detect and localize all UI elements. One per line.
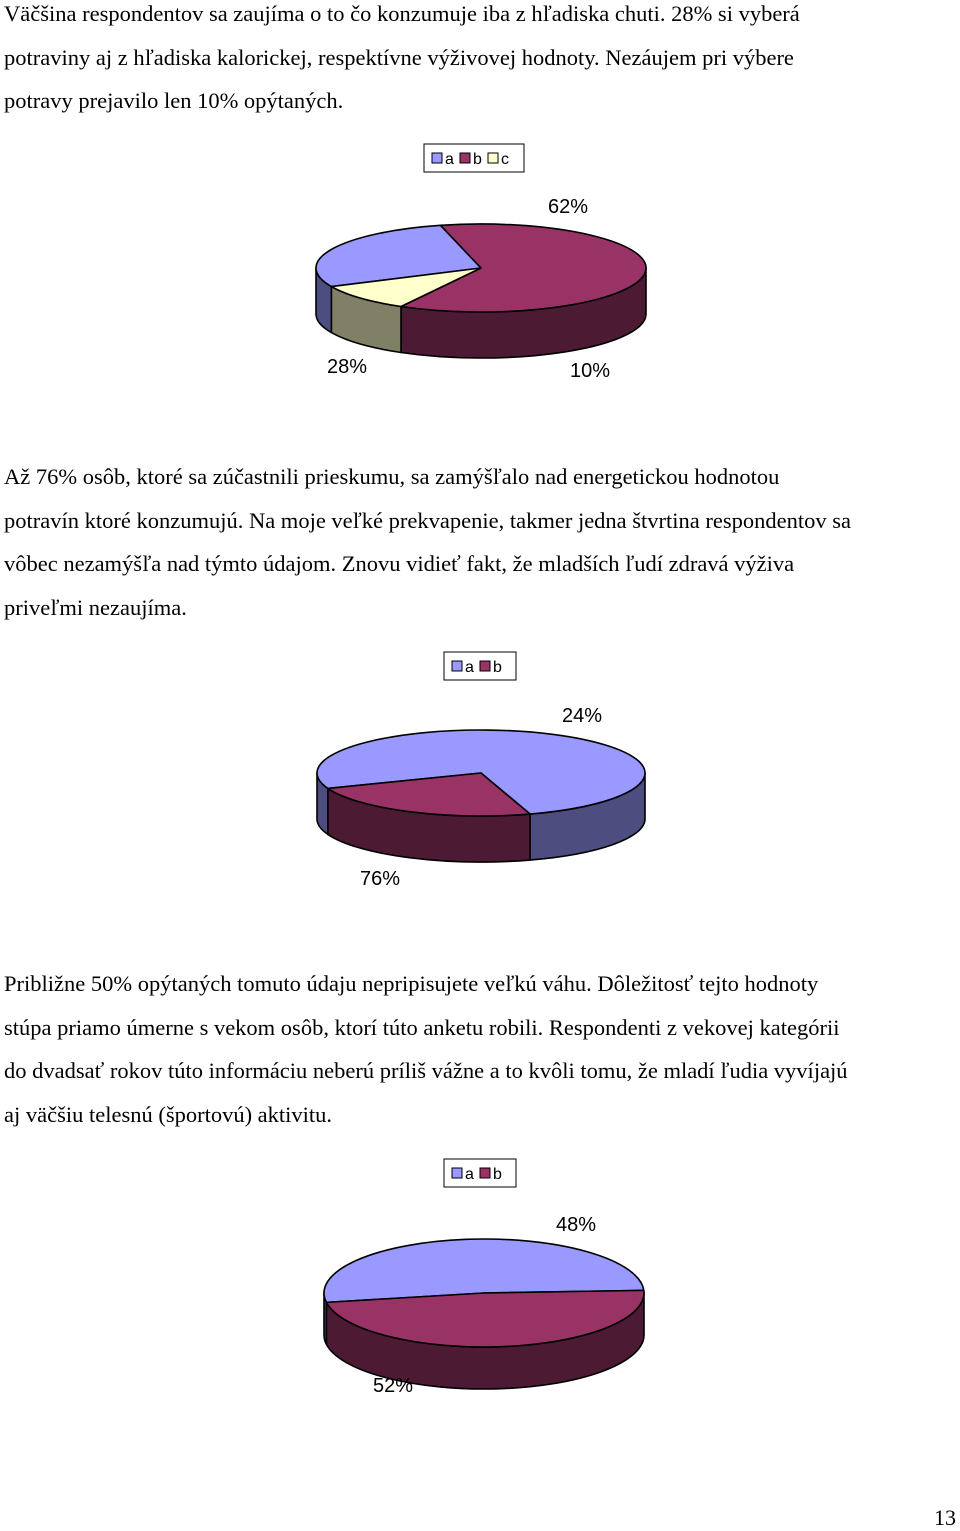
legend-swatch-a — [431, 152, 443, 164]
text-line: potraviny aj z hľadiska kalorickej, resp… — [4, 44, 794, 70]
pie-slice-a — [315, 224, 482, 288]
pie-slice-c — [330, 267, 482, 308]
legend-swatch-c — [487, 152, 499, 164]
text-line: priveľmi nezaujíma. — [4, 594, 187, 620]
pie-slice-b — [400, 223, 647, 313]
paragraph-2: Až 76% osôb, ktoré sa zúčastnili priesku… — [4, 455, 956, 629]
pie-slice-b — [327, 772, 531, 817]
pie-top — [315, 223, 647, 313]
text-line: do dvadsať rokov túto informáciu neberú … — [4, 1058, 848, 1083]
pie-slice-b — [325, 1289, 645, 1348]
pie-slice-a — [316, 729, 646, 815]
text-line: aj väčšiu telesnú (športovú) aktivitu. — [4, 1101, 333, 1127]
pie-chart-value-importance: 52%48%a b — [323, 1158, 645, 1397]
pie-top — [316, 729, 646, 817]
legend-label-b: b — [493, 1166, 502, 1183]
data-label-a: 76% — [360, 868, 400, 890]
text-line: potravy prejavilo len 10% opýtaných. — [4, 88, 344, 113]
data-label-a: 28% — [327, 356, 367, 378]
pie-slice-a — [323, 1238, 645, 1304]
legend-label-c: c — [501, 151, 509, 168]
legend-label-a: a — [465, 659, 474, 676]
pie-top — [323, 1238, 645, 1348]
data-label-a: 52% — [373, 1375, 413, 1397]
paragraph-3: Približne 50% opýtaných tomuto údaju nep… — [4, 962, 956, 1136]
text-line: Približne 50% opýtaných tomuto údaju nep… — [4, 971, 819, 996]
legend-swatch-a — [451, 660, 463, 672]
pie-chart-energy-value: 76%24%a b — [316, 651, 646, 890]
data-label-b: 24% — [562, 705, 602, 727]
data-label-c: 10% — [570, 360, 610, 382]
pie-chart-food-choice: 28% 62% 10% a b c — [315, 143, 647, 382]
text-line: vôbec nezamýšľa nad týmto údajom. Znovu … — [4, 551, 795, 576]
legend-swatch-b — [479, 660, 491, 672]
pie-sides — [315, 267, 647, 359]
legend-label-b: b — [493, 659, 502, 676]
legend: a b c — [423, 143, 525, 173]
text-line: Väčšina respondentov sa zaujíma o to čo … — [4, 1, 800, 26]
data-label-b: 62% — [548, 196, 588, 218]
legend-swatch-a — [451, 1167, 463, 1179]
legend-swatch-b — [479, 1167, 491, 1179]
legend-swatch-b — [459, 152, 471, 164]
data-label-b: 48% — [556, 1214, 596, 1236]
text-line: stúpa priamo úmerne s vekom osôb, ktorí … — [4, 1014, 840, 1040]
paragraph-1: Väčšina respondentov sa zaujíma o to čo … — [4, 0, 956, 123]
text-line: Až 76% osôb, ktoré sa zúčastnili priesku… — [4, 464, 780, 489]
legend-label-a: a — [445, 151, 454, 168]
page-number: 13 — [934, 1505, 956, 1530]
legend-label-a: a — [465, 1166, 474, 1183]
legend-label-b: b — [473, 151, 482, 168]
text-line: potravín ktoré konzumujú. Na moje veľké … — [4, 507, 852, 533]
